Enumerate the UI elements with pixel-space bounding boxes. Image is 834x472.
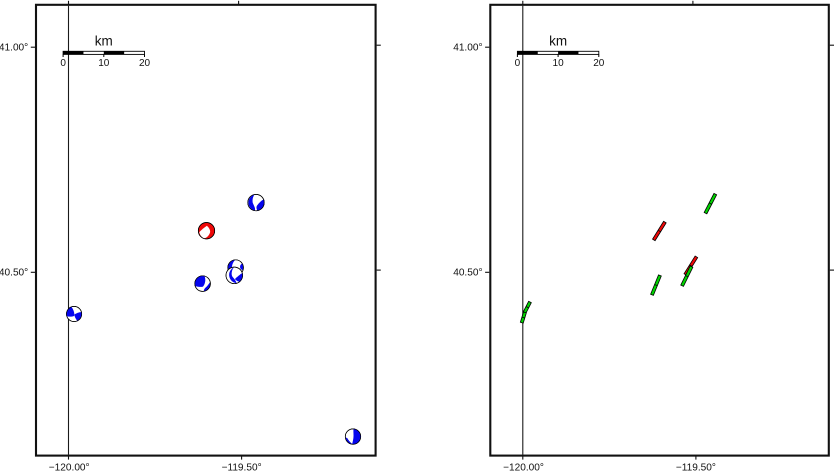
svg-text:41.00°: 41.00° — [453, 43, 482, 54]
svg-text:41.00°: 41.00° — [0, 43, 28, 54]
svg-text:10: 10 — [553, 58, 565, 69]
svg-text:−119.50°: −119.50° — [676, 462, 716, 472]
svg-text:−120.00°: −120.00° — [503, 462, 544, 472]
svg-text:10: 10 — [98, 58, 110, 69]
svg-text:0: 0 — [515, 58, 521, 69]
svg-text:20: 20 — [139, 58, 151, 69]
svg-text:20: 20 — [593, 58, 605, 69]
svg-text:40.50°: 40.50° — [0, 268, 28, 279]
svg-text:0: 0 — [60, 58, 66, 69]
svg-text:km: km — [549, 34, 567, 49]
svg-text:km: km — [95, 34, 113, 49]
svg-text:−119.50°: −119.50° — [222, 462, 262, 472]
svg-text:−120.00°: −120.00° — [49, 462, 90, 472]
svg-text:40.50°: 40.50° — [453, 268, 482, 279]
